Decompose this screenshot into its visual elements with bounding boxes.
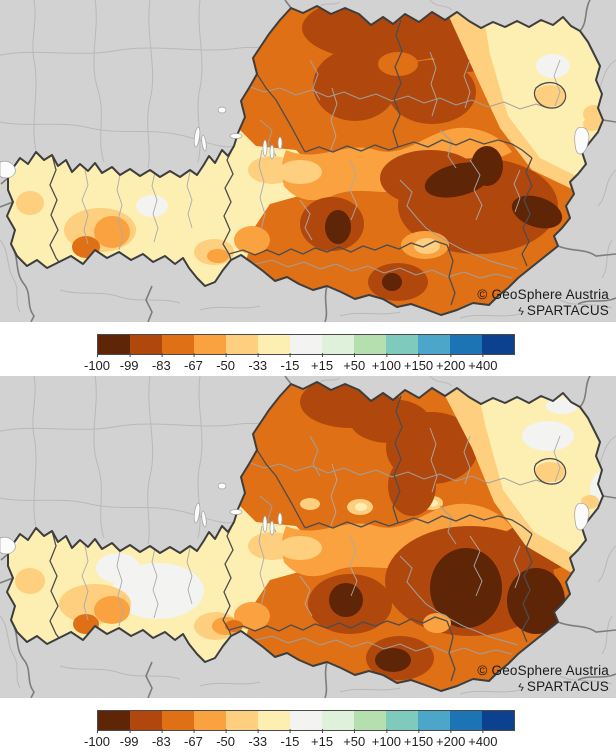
colorbar: -100 -99 -83 -67 -50 -33 -15 +15 +50 +100 +150 +200… — [84, 710, 515, 749]
colorbar-segment — [418, 711, 450, 730]
colorbar-segment — [226, 335, 258, 354]
colorbar-tick-label: +200 — [436, 353, 466, 373]
map-credit: © GeoSphere Austria ϟ SPARTACUS — [477, 287, 609, 320]
colorbar-segment — [194, 335, 226, 354]
colorbar-segments — [97, 710, 515, 731]
colorbar-tick-label: -33 — [248, 729, 268, 749]
colorbar-tick-label: +15 — [311, 729, 334, 749]
credit-org: © GeoSphere Austria — [477, 663, 609, 678]
spartacus-logo-icon: ϟ — [517, 305, 525, 319]
colorbar-segment — [290, 335, 322, 354]
colorbar-segment — [418, 335, 450, 354]
colorbar-tick-label: -33 — [248, 353, 268, 373]
colorbar-tick-label: -83 — [151, 353, 171, 373]
austria-anomaly-map-bottom — [0, 376, 616, 698]
colorbar-tick-label: +200 — [436, 729, 466, 749]
colorbar-segment — [450, 711, 482, 730]
colorbar-tick-label: -67 — [184, 729, 203, 749]
colorbar-segment — [322, 711, 354, 730]
map-panel-top: © GeoSphere Austria ϟ SPARTACUS — [0, 0, 616, 322]
colorbar-segment — [354, 335, 386, 354]
map-panel-bottom: © GeoSphere Austria ϟ SPARTACUS — [0, 376, 616, 698]
colorbar-labels: -100 -99 -83 -67 -50 -33 -15 +15 +50 +100 +150 +200… — [84, 353, 515, 374]
credit-dataset: ϟ SPARTACUS — [477, 303, 609, 320]
colorbar-tick-label: -83 — [151, 729, 171, 749]
colorbar-segment — [290, 711, 322, 730]
colorbar-segment — [98, 711, 130, 730]
credit-dataset-label: SPARTACUS — [526, 679, 609, 694]
credit-dataset-label: SPARTACUS — [526, 303, 609, 318]
colorbar-labels: -100 -99 -83 -67 -50 -33 -15 +15 +50 +100 +150 +200… — [84, 729, 515, 750]
colorbar-tick-label: -99 — [119, 353, 139, 373]
colorbar-segment — [130, 711, 162, 730]
colorbar-tick-label: +50 — [343, 353, 366, 373]
colorbar-tick-label: +50 — [343, 729, 366, 749]
colorbar-segment — [258, 335, 290, 354]
colorbar-segment — [482, 711, 514, 730]
colorbar-segment — [450, 335, 482, 354]
colorbar-tick-label: +15 — [311, 353, 334, 373]
colorbar-segment — [130, 335, 162, 354]
colorbar-segment — [194, 711, 226, 730]
colorbar-segment — [482, 335, 514, 354]
colorbar-tick-label: -67 — [184, 353, 203, 373]
colorbar-segment — [162, 335, 194, 354]
colorbar-segment — [386, 711, 418, 730]
colorbar-tick-label: -100 — [83, 729, 111, 749]
colorbar-segments — [97, 334, 515, 355]
colorbar-tick-label: -15 — [280, 729, 300, 749]
colorbar-segment — [162, 711, 194, 730]
colorbar-tick-label: -15 — [280, 353, 300, 373]
colorbar-tick-label: +150 — [403, 353, 434, 373]
colorbar-tick-label: +100 — [371, 353, 402, 373]
colorbar-segment — [258, 711, 290, 730]
colorbar-tick-label: +400 — [468, 729, 498, 749]
colorbar-tick-label: +150 — [403, 729, 434, 749]
colorbar: -100 -99 -83 -67 -50 -33 -15 +15 +50 +100 +150 +200… — [84, 334, 515, 373]
colorbar-segment — [322, 335, 354, 354]
credit-org: © GeoSphere Austria — [477, 287, 609, 302]
colorbar-tick-label: -100 — [83, 353, 111, 373]
colorbar-segment — [226, 711, 258, 730]
colorbar-segment — [386, 335, 418, 354]
colorbar-row-bottom: -100 -99 -83 -67 -50 -33 -15 +15 +50 +100 +150 +200… — [0, 698, 616, 753]
colorbar-tick-label: -99 — [119, 729, 139, 749]
colorbar-tick-label: +100 — [371, 729, 402, 749]
colorbar-tick-label: +400 — [468, 353, 498, 373]
colorbar-segment — [354, 711, 386, 730]
map-credit: © GeoSphere Austria ϟ SPARTACUS — [477, 663, 609, 696]
colorbar-row-top: -100 -99 -83 -67 -50 -33 -15 +15 +50 +100 +150 +200… — [0, 322, 616, 376]
spartacus-logo-icon: ϟ — [517, 681, 525, 695]
colorbar-tick-label: -50 — [216, 729, 236, 749]
austria-anomaly-map-top — [0, 0, 616, 322]
credit-dataset: ϟ SPARTACUS — [477, 679, 609, 696]
colorbar-segment — [98, 335, 130, 354]
colorbar-tick-label: -50 — [216, 353, 236, 373]
